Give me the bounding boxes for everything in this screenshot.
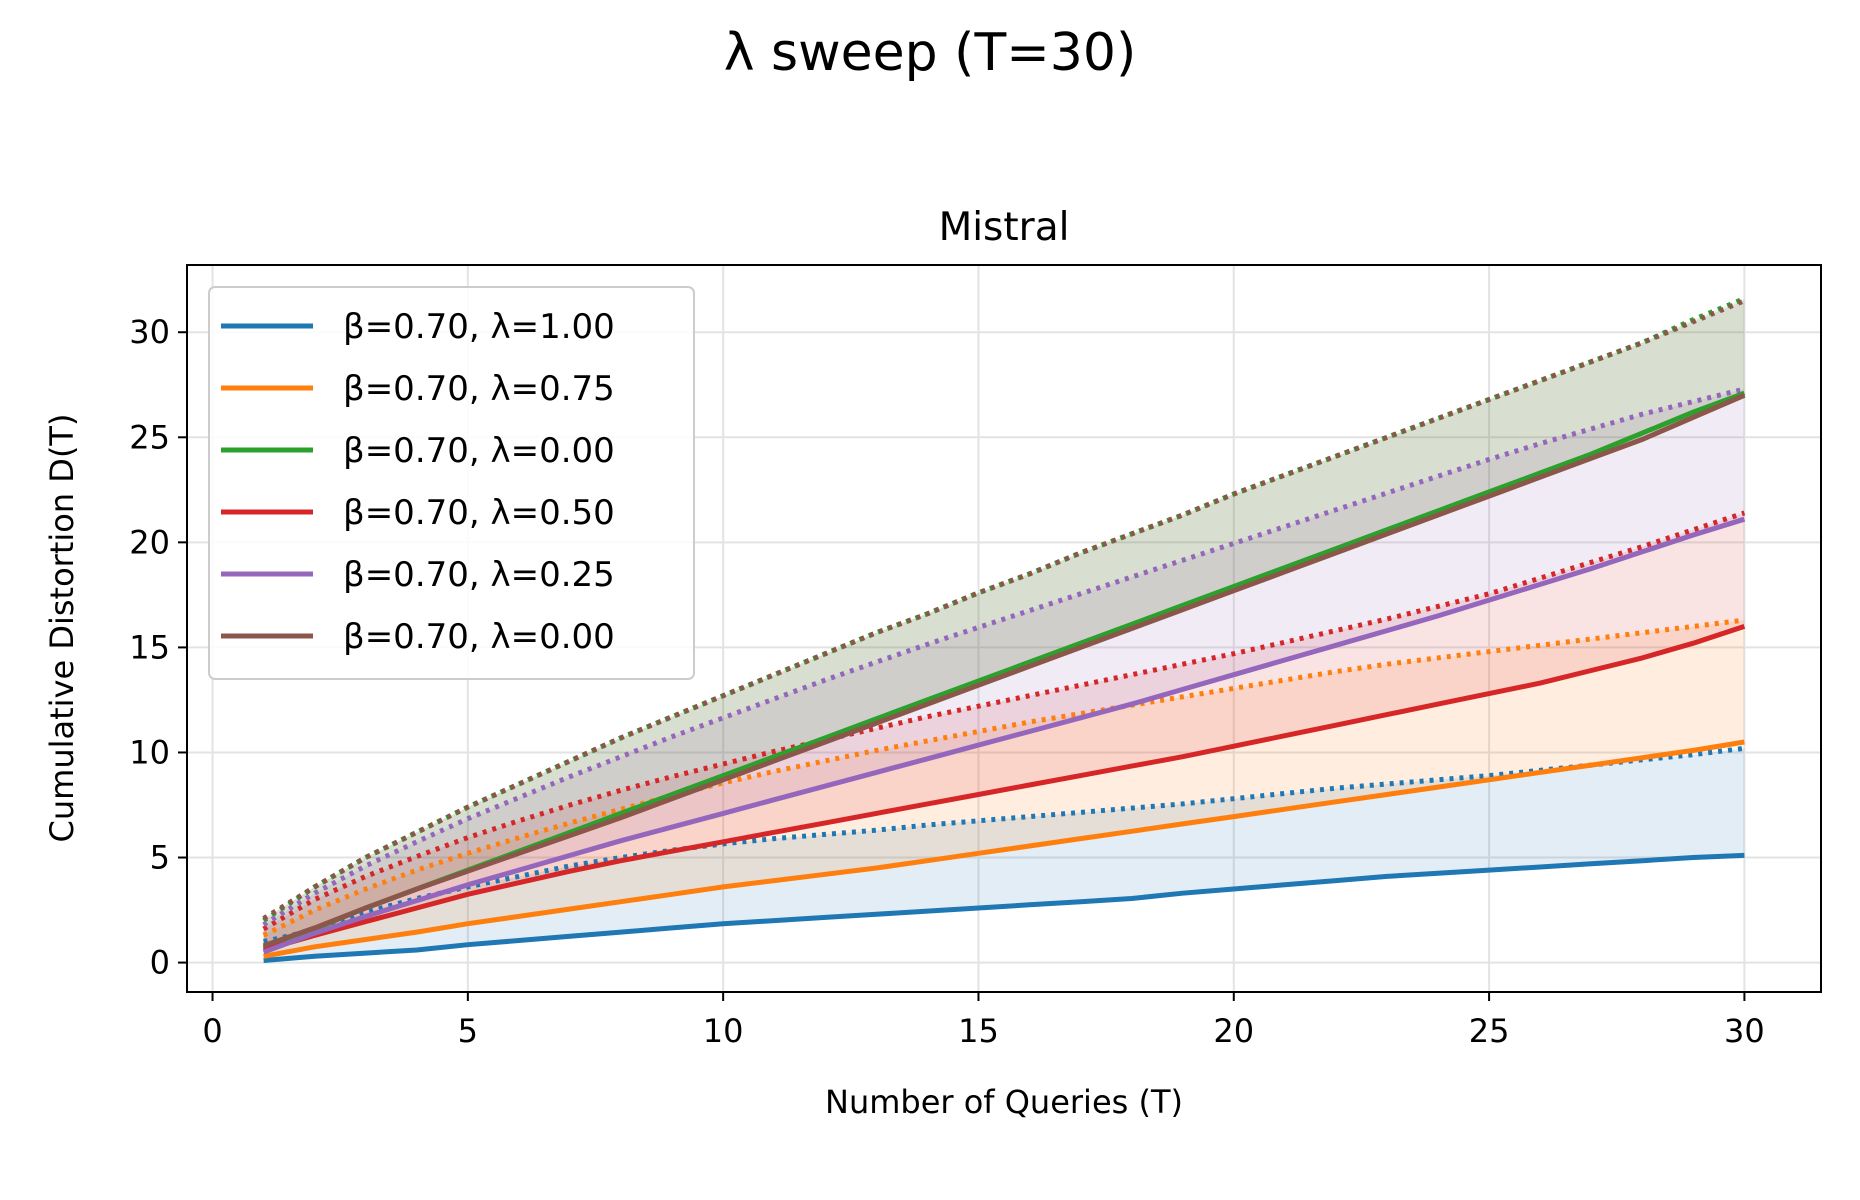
series-reference-line <box>262 298 1746 921</box>
series-lines <box>262 296 1746 963</box>
series-line <box>262 516 1746 955</box>
x-axis: 0 5 10 15 20 25 30 <box>202 992 1765 1050</box>
y-axis-label: Cumulative Distortion D(T) <box>43 414 81 843</box>
legend-label: β=0.70, λ=0.75 <box>343 369 615 409</box>
x-tick-label: 30 <box>1724 1012 1765 1050</box>
legend-box <box>208 286 695 680</box>
legend-label: β=0.70, λ=0.25 <box>343 555 615 595</box>
y-tick-label: 20 <box>129 523 170 561</box>
series-band <box>263 748 1745 961</box>
y-tick-label: 10 <box>129 733 170 771</box>
y-axis: 0 5 10 15 20 25 30 <box>129 313 187 982</box>
series-band <box>263 298 1745 948</box>
legend-label: β=0.70, λ=0.00 <box>343 617 615 657</box>
x-tick-label: 10 <box>703 1012 744 1050</box>
figure-title: λ sweep (T=30) <box>724 23 1137 83</box>
series-line <box>263 739 1745 959</box>
x-tick-label: 0 <box>202 1012 222 1050</box>
series-reference-line <box>262 510 1746 932</box>
y-tick-label: 25 <box>129 418 170 456</box>
x-tick-label: 15 <box>958 1012 999 1050</box>
series-band <box>263 300 1745 946</box>
y-tick-label: 30 <box>129 313 170 351</box>
x-tick-label: 20 <box>1213 1012 1254 1050</box>
x-axis-label: Number of Queries (T) <box>825 1083 1183 1121</box>
series-reference-line <box>262 617 1745 938</box>
series-reference-line <box>262 386 1745 927</box>
legend-label: β=0.70, λ=0.00 <box>343 431 615 471</box>
plot-frame <box>186 264 1822 993</box>
y-tick-label: 15 <box>129 628 170 666</box>
legend-label: β=0.70, λ=0.50 <box>343 493 615 533</box>
series-reference-line <box>263 745 1745 945</box>
y-tick-label: 0 <box>150 944 170 982</box>
series-line <box>262 393 1746 949</box>
series-line <box>262 624 1746 953</box>
y-tick-label: 5 <box>150 839 170 877</box>
x-tick-label: 25 <box>1469 1012 1510 1050</box>
x-tick-label: 5 <box>458 1012 478 1050</box>
series-line <box>263 852 1745 963</box>
subplot-title: Mistral <box>939 205 1070 250</box>
series-band <box>263 512 1745 950</box>
legend: β=0.70, λ=1.00 β=0.70, λ=0.75 β=0.70, λ=0.… <box>208 286 695 680</box>
legend-label: β=0.70, λ=1.00 <box>343 307 615 347</box>
